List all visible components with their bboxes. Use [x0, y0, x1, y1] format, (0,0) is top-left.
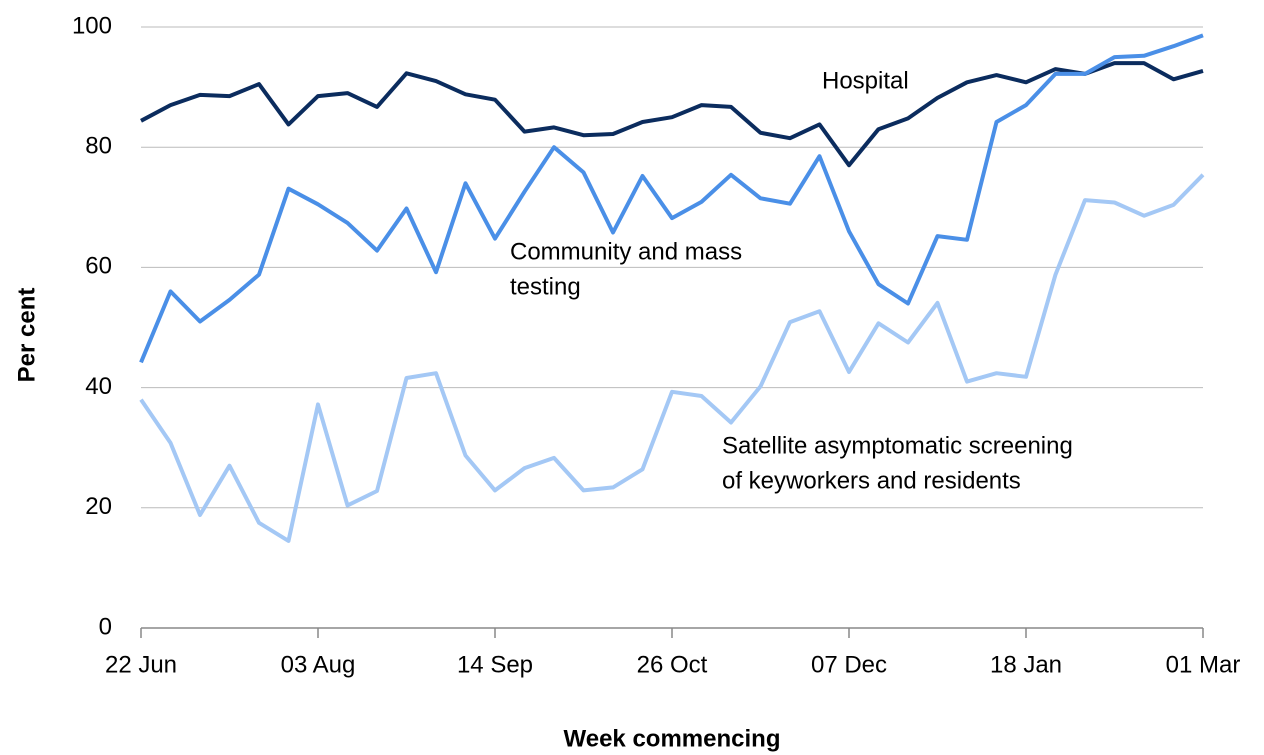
x-tick-label: 07 Dec	[811, 651, 887, 678]
x-tick-label: 14 Sep	[457, 651, 533, 678]
x-axis-title: Week commencing	[564, 725, 781, 752]
series-line	[140, 61, 1204, 168]
series-line	[139, 33, 1204, 364]
series-label: of keyworkers and residents	[722, 467, 1021, 494]
y-tick-label: 0	[99, 613, 112, 640]
y-tick-label: 100	[72, 12, 112, 39]
y-tick-label: 80	[85, 133, 112, 160]
series-line	[139, 173, 1205, 543]
series-label: Community and mass	[510, 238, 742, 265]
series-label: Satellite asymptomatic screening	[722, 432, 1073, 459]
x-tick-label: 26 Oct	[637, 651, 708, 678]
series-label: testing	[510, 273, 581, 300]
x-tick-label: 22 Jun	[105, 651, 177, 678]
x-tick-label: 18 Jan	[990, 651, 1062, 678]
y-axis-title: Per cent	[13, 288, 40, 383]
y-tick-label: 40	[85, 373, 112, 400]
x-tick-label: 01 Mar	[1166, 651, 1241, 678]
y-tick-label: 20	[85, 493, 112, 520]
x-tick-label: 03 Aug	[281, 651, 356, 678]
y-tick-label: 60	[85, 253, 112, 280]
series-label: Hospital	[822, 67, 909, 94]
